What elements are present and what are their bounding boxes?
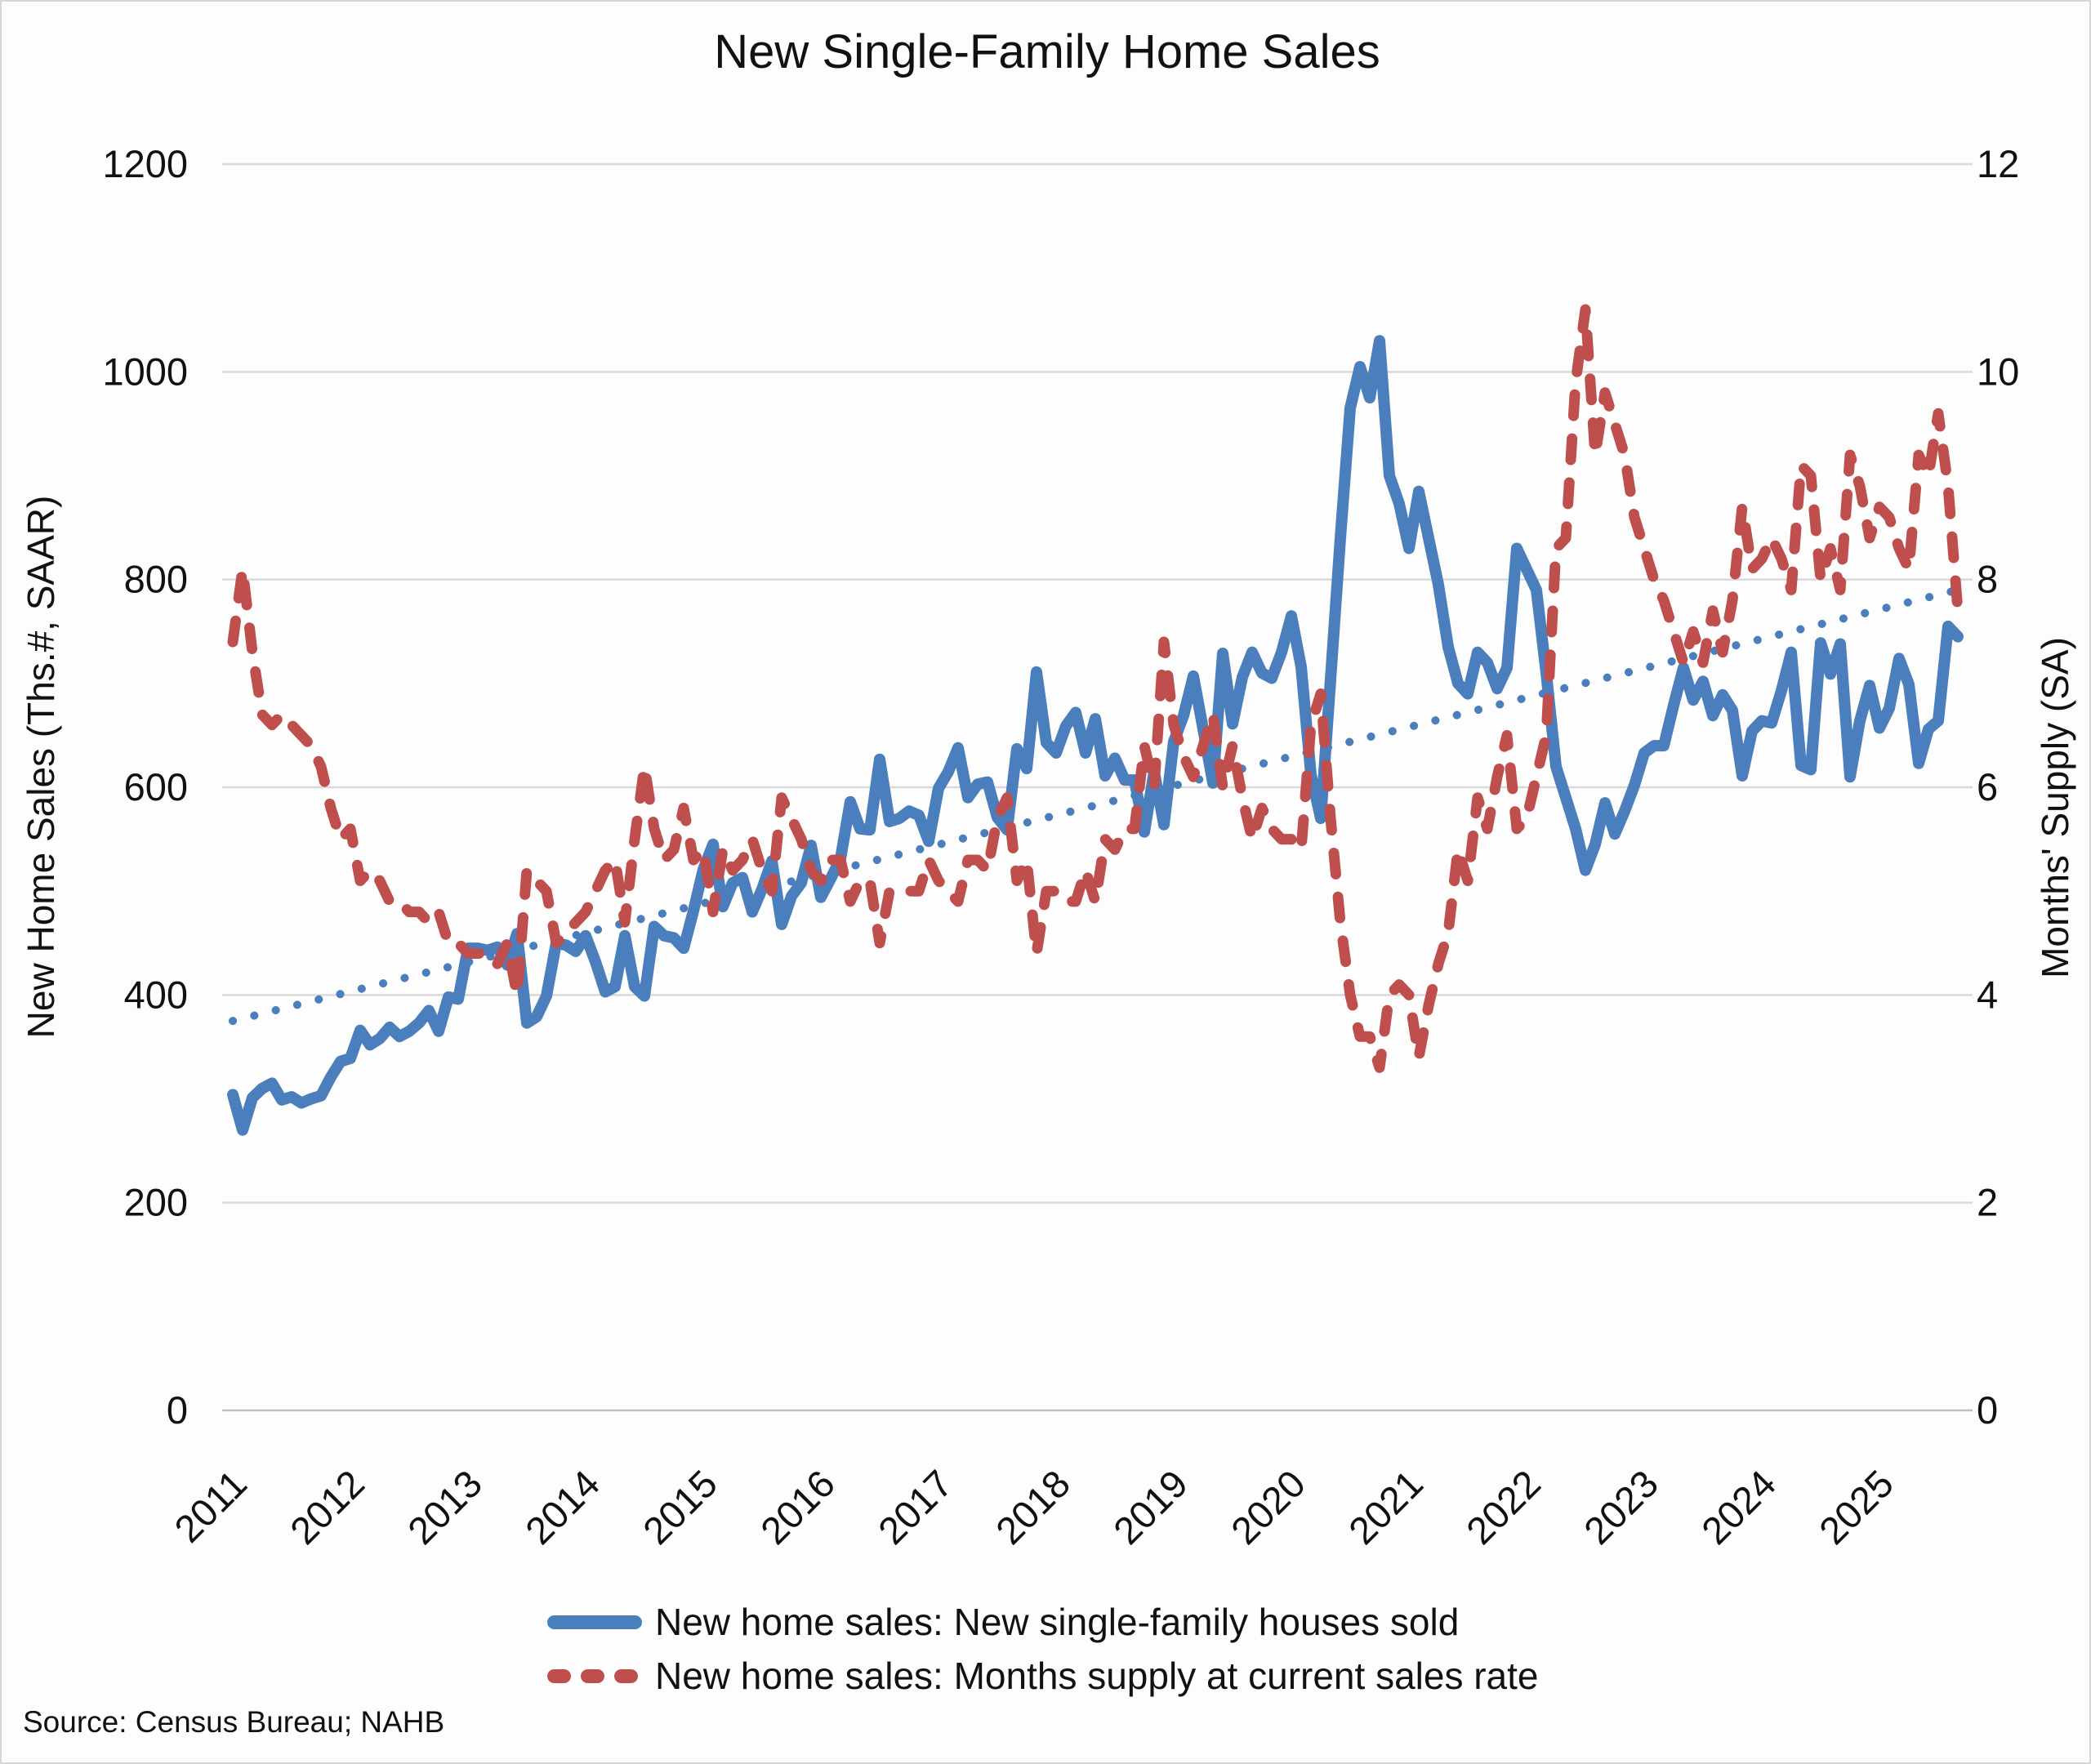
right-axis-tick-label: 6 (1977, 765, 1998, 808)
x-axis-tick-label: 2021 (1340, 1462, 1431, 1552)
left-axis-tick-label: 200 (124, 1181, 188, 1224)
dashed-line-icon (581, 1668, 604, 1683)
x-axis-tick-label: 2019 (1105, 1462, 1196, 1552)
left-axis-tick-label: 0 (167, 1388, 188, 1432)
sales-line (227, 335, 1964, 1136)
right-axis-tick-label: 2 (1977, 1181, 1998, 1224)
x-axis-tick-label: 2015 (635, 1462, 725, 1552)
left-axis-tick-label: 800 (124, 558, 188, 601)
solid-line-icon (547, 1615, 642, 1629)
left-axis-tick-label: 1200 (102, 142, 188, 185)
x-axis-tick-label: 2012 (282, 1462, 372, 1552)
x-axis-tick-label: 2013 (399, 1462, 490, 1552)
supply-line-swatch (547, 1668, 642, 1683)
left-axis-tick-label: 600 (124, 765, 188, 808)
source-note: Source: Census Bureau; NAHB (23, 1705, 445, 1739)
x-axis-tick-label: 2016 (752, 1462, 843, 1552)
right-axis-tick-label: 8 (1977, 558, 1998, 601)
left-axis-tick-label: 400 (124, 973, 188, 1016)
x-axis-tick-label: 2011 (166, 1462, 255, 1551)
trend-line (229, 586, 1962, 1026)
dashed-line-icon (614, 1668, 638, 1683)
legend-label-sales: New home sales: New single-family houses… (655, 1601, 1460, 1643)
x-axis-tick-label: 2014 (517, 1462, 608, 1552)
legend: New home sales: New single-family houses… (547, 1601, 1539, 1697)
dashed-line-icon (547, 1668, 571, 1683)
right-axis-tick-label: 10 (1977, 350, 2019, 393)
x-axis-tick-label: 2023 (1576, 1462, 1666, 1552)
legend-item-sales: New home sales: New single-family houses… (547, 1601, 1539, 1643)
x-axis-tick-label: 2018 (988, 1462, 1078, 1552)
legend-label-supply: New home sales: Months supply at current… (655, 1655, 1539, 1697)
x-axis-tick-label: 2020 (1223, 1462, 1313, 1552)
legend-item-supply: New home sales: Months supply at current… (547, 1655, 1539, 1697)
left-axis-tick-label: 1000 (102, 350, 188, 393)
right-axis-tick-label: 0 (1977, 1388, 1998, 1432)
chart-title: New Single-Family Home Sales (714, 25, 1380, 78)
x-axis-tick-label: 2022 (1458, 1462, 1549, 1552)
supply-line (227, 304, 1964, 1073)
x-axis-tick-label: 2017 (870, 1462, 961, 1552)
right-axis-tick-label: 4 (1977, 973, 1998, 1016)
x-axis-tick-label: 2025 (1811, 1462, 1902, 1552)
x-axis-tick-label: 2024 (1693, 1462, 1784, 1552)
sales-line-swatch (547, 1615, 642, 1629)
right-axis-tick-label: 12 (1977, 142, 2019, 185)
